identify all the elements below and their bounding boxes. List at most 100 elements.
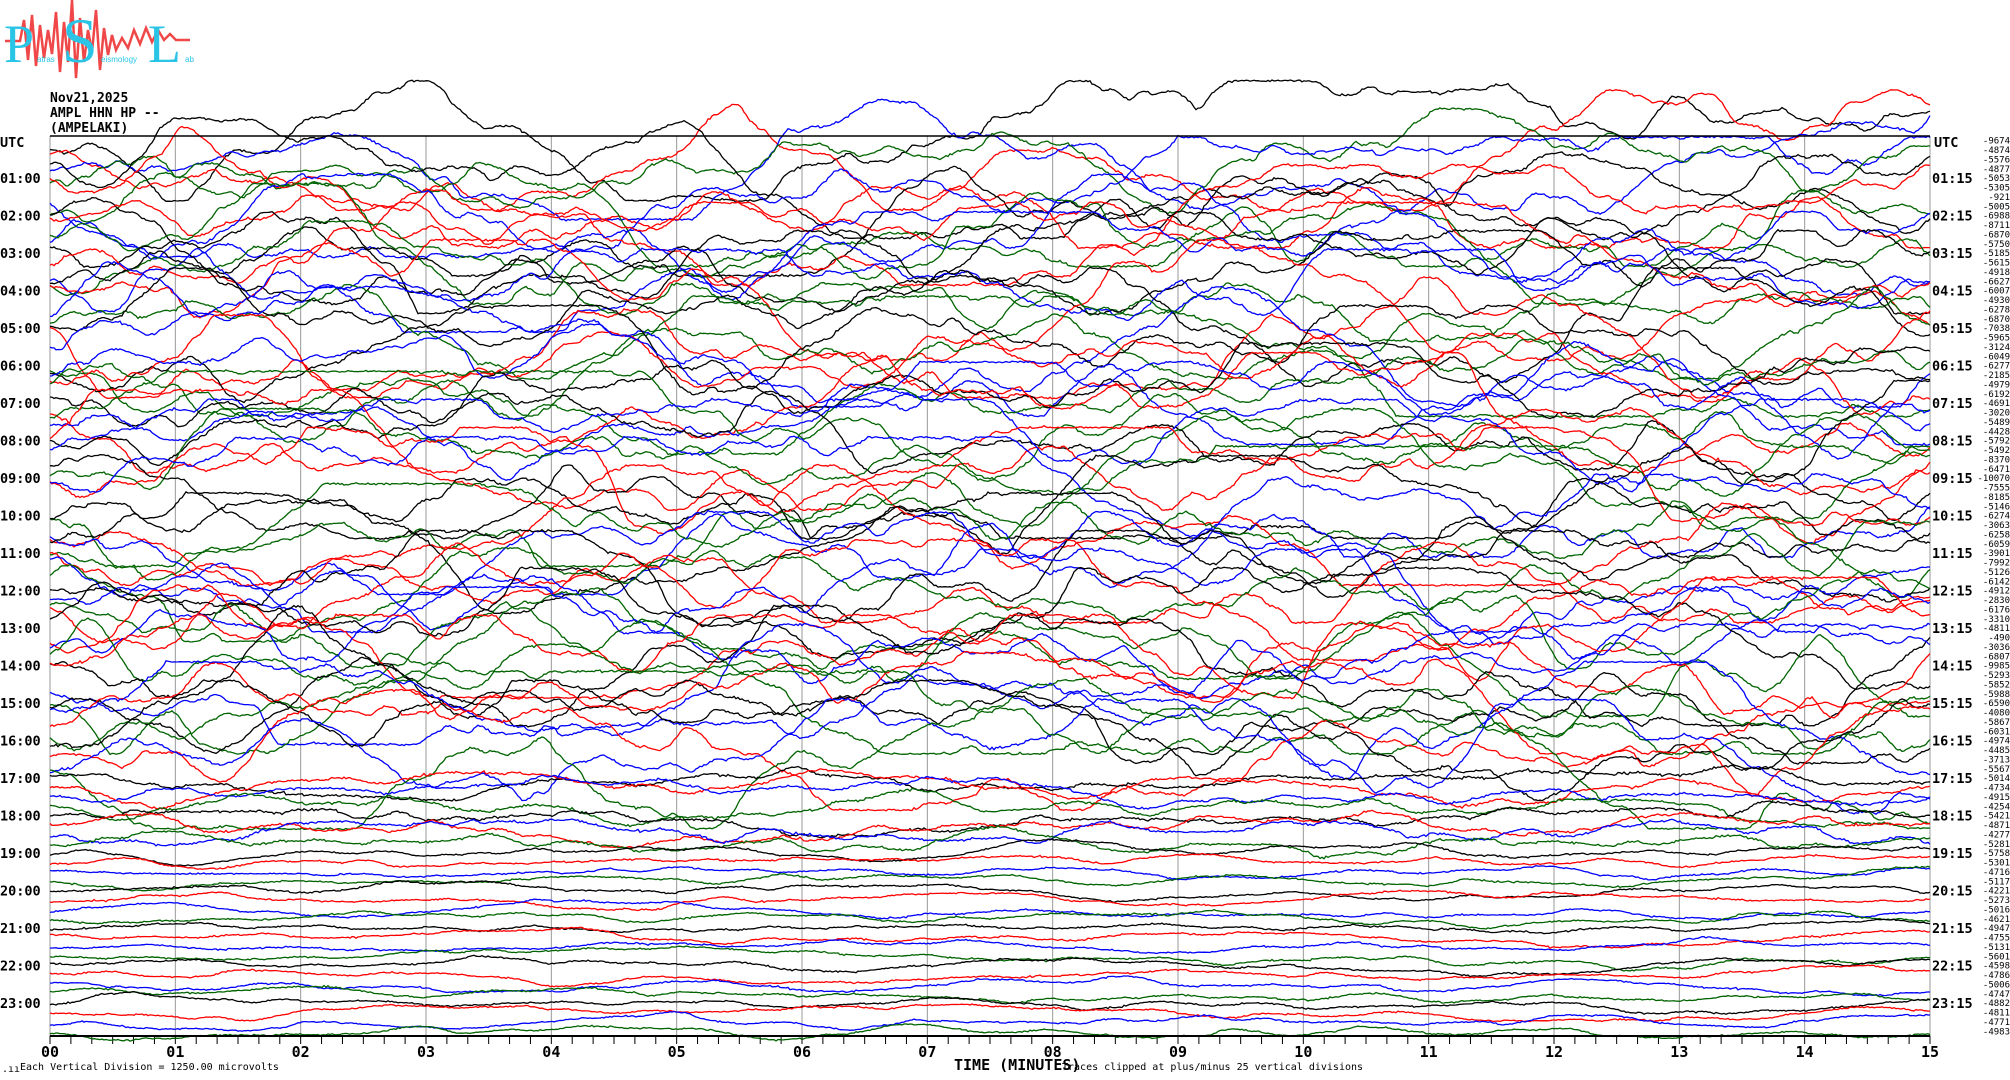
seismic-trace-78 (49, 865, 1931, 881)
trace-offset-label: -5576 (1983, 155, 2010, 165)
logo-wave (5, 0, 190, 79)
x-tick-label: 08 (1044, 1043, 1062, 1061)
seismic-trace-15 (49, 219, 1931, 343)
trace-offset-label: -921 (1988, 193, 2010, 203)
seismic-trace-20 (49, 266, 1931, 388)
seismic-trace-45 (49, 541, 1931, 625)
trace-offset-label: -8185 (1983, 493, 2010, 503)
right-hour-label: 02:15 (1932, 209, 1973, 225)
left-hour-label: 20:00 (0, 884, 41, 900)
seismic-trace-38 (49, 435, 1931, 559)
seismic-trace-24 (49, 303, 1930, 404)
seismic-trace-62 (49, 659, 1931, 780)
trace-offset-label: -4080 (1983, 709, 2010, 719)
seismic-trace-35 (49, 407, 1931, 530)
seismic-trace-80 (49, 880, 1931, 904)
seismic-trace-44 (49, 491, 1931, 615)
trace-offset-label: -4755 (1983, 934, 2010, 944)
seismic-trace-50 (50, 547, 1931, 667)
x-tick-label: 07 (918, 1043, 936, 1061)
x-tick-label: 05 (668, 1043, 686, 1061)
left-hour-label: 04:00 (0, 284, 41, 300)
seismic-trace-66 (49, 697, 1931, 815)
right-hour-label: 04:15 (1932, 284, 1973, 300)
trace-offset-label: -3901 (1983, 549, 2010, 559)
trace-offset-label: -5492 (1983, 446, 2010, 456)
seismic-trace-90 (50, 975, 1930, 997)
left-hour-label: 06:00 (0, 359, 41, 375)
seismic-trace-65 (49, 688, 1931, 812)
trace-offset-label: -2830 (1983, 596, 2010, 606)
trace-offset-label: -6192 (1983, 390, 2010, 400)
trace-offset-label: -5792 (1983, 437, 2010, 447)
seismic-trace-89 (49, 964, 1931, 988)
trace-offset-label: -4882 (1983, 999, 2010, 1009)
left-hour-label: 02:00 (0, 209, 41, 225)
seismic-trace-33 (49, 388, 1931, 512)
logo-word-ab: ab (185, 55, 194, 64)
trace-offset-label: -4691 (1983, 399, 2010, 409)
left-hour-label: 15:00 (0, 696, 41, 712)
seismic-trace-12 (49, 198, 1931, 316)
seismic-trace-22 (49, 285, 1931, 410)
header-date: Nov21,2025 (50, 91, 128, 106)
right-hour-label: 21:15 (1932, 921, 1973, 937)
trace-offset-label: -5988 (1983, 690, 2010, 700)
right-hour-label: 18:15 (1932, 809, 1973, 825)
corner-mark: .ıı (2, 1064, 20, 1075)
trace-offset-label: -4277 (1983, 830, 2010, 840)
right-hour-label: 20:15 (1932, 884, 1973, 900)
header-station: AMPL HHN HP -- (50, 106, 160, 121)
trace-offset-label: -4979 (1983, 380, 2010, 390)
trace-offset-label: -4771 (1983, 1018, 2010, 1028)
seismic-trace-23 (49, 294, 1931, 419)
trace-offset-label: -5758 (1983, 849, 2010, 859)
seismic-trace-94 (49, 1010, 1930, 1032)
trace-offset-label: -6988 (1983, 212, 2010, 222)
x-tick-label: 11 (1420, 1043, 1438, 1061)
trace-offset-label: -4747 (1983, 990, 2010, 1000)
seismic-trace-7 (49, 145, 1931, 269)
logo-letter-l: L (148, 14, 181, 74)
trace-offset-label: -7555 (1983, 484, 2010, 494)
trace-offset-label: -5014 (1983, 774, 2010, 784)
trace-offset-label: -6274 (1983, 512, 2010, 522)
seismic-trace-92 (49, 990, 1931, 1016)
seismic-trace-6 (49, 134, 1931, 259)
seismic-trace-37 (49, 424, 1931, 545)
trace-offset-label: -4874 (1983, 146, 2010, 156)
left-hour-label: 12:00 (0, 584, 41, 600)
x-tick-label: 03 (417, 1043, 435, 1061)
seismic-trace-59 (49, 643, 1931, 756)
trace-offset-label: -6277 (1983, 362, 2010, 372)
clip-note: Traces clipped at plus/minus 25 vertical… (1062, 1062, 1363, 1073)
seismic-trace-69 (49, 768, 1931, 810)
trace-offset-label: -4621 (1983, 915, 2010, 925)
trace-offset-label: -6278 (1983, 305, 2010, 315)
left-hour-label: 14:00 (0, 659, 41, 675)
seismic-trace-47 (49, 520, 1931, 644)
seismic-trace-10 (49, 172, 1931, 297)
seismic-trace-76 (49, 837, 1931, 867)
trace-offset-label: -8370 (1983, 455, 2010, 465)
trace-offset-label: -3713 (1983, 755, 2010, 765)
seismic-trace-93 (49, 1003, 1930, 1023)
trace-offset-label: -6176 (1983, 605, 2010, 615)
trace-offset-label: -5006 (1983, 980, 2010, 990)
right-hour-label: 08:15 (1932, 434, 1973, 450)
trace-offset-label: -5750 (1983, 240, 2010, 250)
seismic-trace-85 (49, 926, 1931, 950)
seismic-trace-1 (49, 88, 1931, 212)
x-tick-label: 01 (166, 1043, 184, 1061)
logo-word-atras: atras (37, 55, 55, 64)
seismic-trace-25 (49, 313, 1931, 415)
trace-offset-label: -5281 (1983, 840, 2010, 850)
trace-offset-label: -4918 (1983, 268, 2010, 278)
seismic-trace-34 (49, 397, 1931, 485)
seismic-trace-81 (49, 889, 1931, 912)
seismic-trace-70 (49, 774, 1931, 810)
seismic-trace-79 (49, 865, 1931, 892)
seismic-trace-42 (49, 472, 1931, 596)
trace-offset-label: -5146 (1983, 502, 2010, 512)
right-hour-label: 10:15 (1932, 509, 1973, 525)
